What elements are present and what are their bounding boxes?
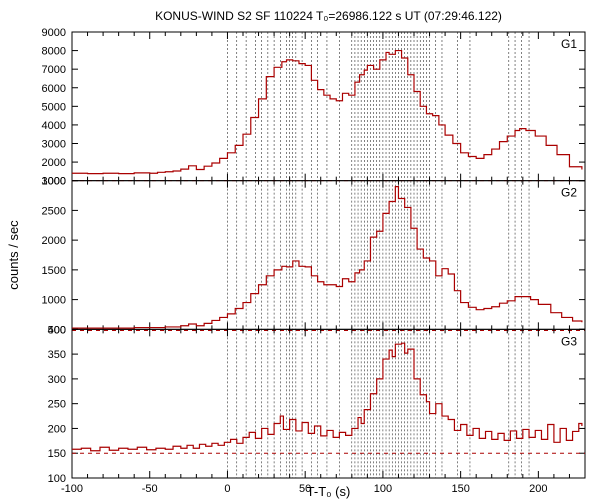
ytick-label: 3000 [42,139,66,151]
series-G3 [72,343,582,451]
ytick-label: 1500 [42,265,66,277]
x-axis-label: T-T₀ (s) [307,484,351,499]
ytick-label: 200 [48,423,66,435]
xtick-label: -100 [61,483,83,495]
panel-label: G3 [561,334,577,348]
ytick-label: 2500 [42,205,66,217]
panel-label: G1 [561,37,577,51]
ytick-label: 7000 [42,64,66,76]
ytick-label: 4000 [42,120,66,132]
ytick-label: 400 [48,324,66,336]
panel-G3: 100150200250300350400-100-50050100150200… [48,324,585,495]
xtick-label: 0 [224,483,230,495]
ytick-label: 5000 [42,101,66,113]
ytick-label: 3000 [42,176,66,188]
xtick-label: 150 [451,483,469,495]
panel-G2: 50010001500200025003000G2 [42,176,585,337]
y-axis-label: counts / sec [6,220,21,290]
xtick-label: 200 [529,483,547,495]
ytick-label: 350 [48,349,66,361]
chart-title: KONUS-WIND S2 SF 110224 T₀=26986.122 s U… [155,9,502,23]
ytick-label: 300 [48,374,66,386]
ytick-label: 9000 [42,27,66,39]
ytick-label: 6000 [42,83,66,95]
panel-G1: 100020003000400050006000700080009000G1 [42,27,585,188]
panel-label: G2 [561,186,577,200]
xtick-label: 100 [374,483,392,495]
ytick-label: 2000 [42,235,66,247]
ytick-label: 1000 [42,295,66,307]
ytick-label: 150 [48,448,66,460]
ytick-label: 8000 [42,46,66,58]
xtick-label: -50 [142,483,158,495]
xtick-label: 50 [299,483,311,495]
ytick-label: 2000 [42,157,66,169]
ytick-label: 250 [48,399,66,411]
